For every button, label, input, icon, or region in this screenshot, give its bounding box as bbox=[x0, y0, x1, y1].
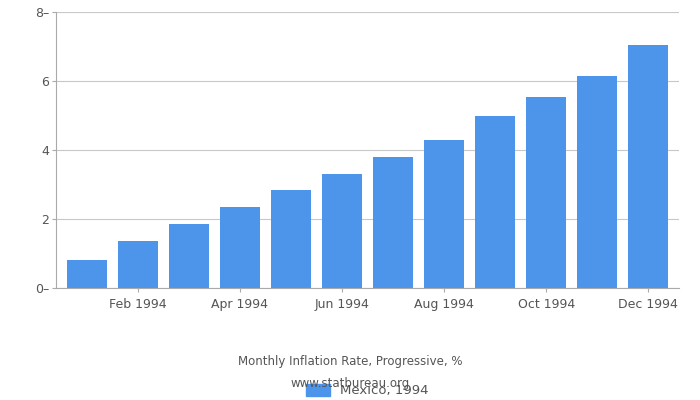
Bar bbox=[322, 174, 362, 288]
Text: Monthly Inflation Rate, Progressive, %: Monthly Inflation Rate, Progressive, % bbox=[238, 356, 462, 368]
Bar bbox=[629, 45, 668, 288]
Bar bbox=[578, 76, 617, 288]
Bar bbox=[475, 116, 515, 288]
Bar bbox=[373, 157, 413, 288]
Bar bbox=[271, 190, 311, 288]
Legend: Mexico, 1994: Mexico, 1994 bbox=[306, 384, 429, 397]
Bar bbox=[220, 207, 260, 288]
Bar bbox=[424, 140, 464, 288]
Bar bbox=[118, 242, 158, 288]
Bar bbox=[169, 224, 209, 288]
Text: www.statbureau.org: www.statbureau.org bbox=[290, 378, 410, 390]
Bar bbox=[66, 260, 106, 288]
Bar bbox=[526, 96, 566, 288]
